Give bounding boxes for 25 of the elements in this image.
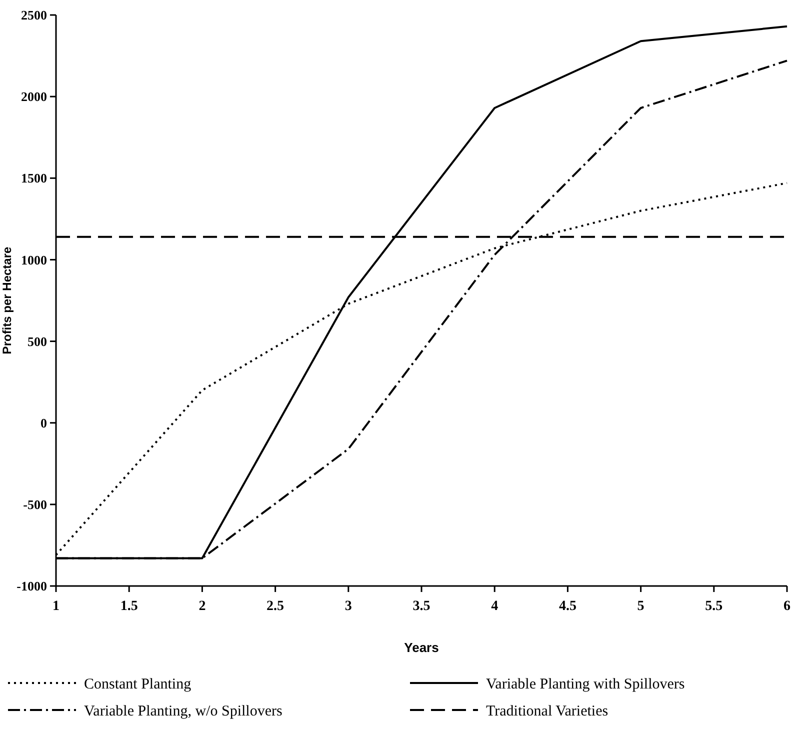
- x-tick-label: 4: [491, 599, 498, 614]
- x-tick-label: 2: [198, 599, 206, 614]
- y-tick-label: 1500: [21, 170, 47, 186]
- y-axis-title: Profits per Hectare: [0, 246, 14, 354]
- y-tick-label: -500: [23, 496, 47, 512]
- legend-label: Traditional Varieties: [486, 703, 608, 720]
- x-tick-label: 5: [637, 599, 644, 614]
- x-tick-label: 1: [52, 599, 60, 614]
- y-tick-label: 500: [28, 334, 47, 349]
- x-tick-label: 3: [344, 599, 352, 614]
- legend-label: Constant Planting: [84, 676, 192, 692]
- x-axis-title: Years: [404, 640, 439, 655]
- legend-label: Variable Planting, w/o Spillovers: [84, 703, 282, 720]
- y-tick-label: -1000: [16, 578, 47, 594]
- x-tick-label: 4.5: [558, 599, 576, 614]
- legend-label: Variable Planting with Spillovers: [486, 676, 685, 692]
- x-tick-label: 1.5: [120, 599, 138, 614]
- x-tick-label: 5.5: [705, 599, 723, 614]
- x-tick-label: 2.5: [266, 599, 284, 614]
- y-tick-label: 0: [40, 415, 47, 430]
- x-tick-label: 6: [784, 599, 790, 614]
- y-tick-label: 2000: [21, 89, 47, 104]
- y-tick-label: 2500: [21, 8, 47, 23]
- x-tick-label: 3.5: [412, 599, 430, 614]
- y-tick-label: 1000: [21, 252, 47, 268]
